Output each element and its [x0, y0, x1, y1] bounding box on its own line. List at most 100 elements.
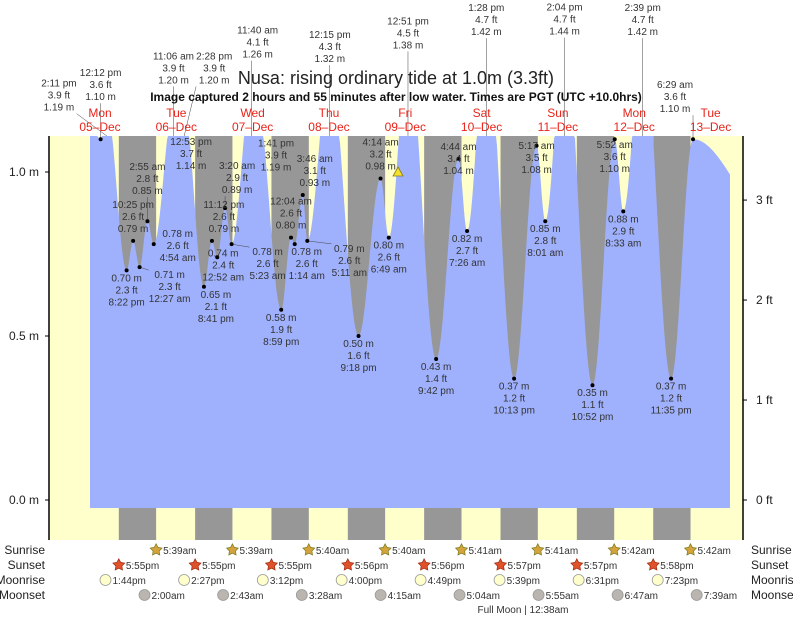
tide-point [229, 242, 234, 247]
tide-m: 1.38 m [393, 40, 424, 51]
chart-title: Nusa: rising ordinary tide at 1.0m (3.3f… [238, 68, 554, 88]
moonset-moon-icon [295, 589, 308, 601]
tide-point [612, 137, 617, 142]
tide-point [289, 235, 294, 240]
tide-ft: 3.2 ft [369, 150, 391, 161]
tide-ft: 4.5 ft [397, 28, 419, 39]
tide-ft: 2.3 ft [115, 285, 137, 296]
tide-time: 3:20 am [219, 161, 255, 172]
tide-time: 2:11 pm [41, 79, 76, 90]
moonrise-time: 4:49pm [428, 576, 461, 587]
tide-ft: 3.9 ft [203, 63, 225, 74]
tide-point [590, 383, 595, 388]
tide-time: 11:06 am [153, 51, 194, 62]
tide-ft: 4.3 ft [319, 42, 341, 53]
tide-ft: 3.6 ft [604, 152, 626, 163]
moonset-moon-icon [217, 589, 230, 601]
tide-event-label: 0.78 m2.6 ft1:14 am [289, 247, 325, 282]
tide-ft: 2.6 ft [256, 259, 278, 270]
tide-ft: 2.4 ft [212, 260, 234, 271]
tide-m: 0.43 m [421, 362, 452, 373]
tide-event-label: 0.43 m1.4 ft9:42 pm [418, 362, 454, 397]
tide-water-area [90, 136, 730, 508]
tide-m: 0.74 m [208, 248, 239, 259]
tide-ft: 1.4 ft [425, 374, 447, 385]
right-tick-label: 0 ft [756, 493, 773, 507]
tide-m: 0.80 m [276, 221, 307, 232]
sunrise-sun-icon [302, 543, 316, 556]
moonrise-row-label-right: Moonrise [751, 573, 793, 587]
tide-event-label: 3:46 am3.1 ft0.93 m [297, 154, 333, 189]
day-date: 05–Dec [79, 120, 120, 134]
tide-time: 4:54 am [160, 253, 196, 264]
tide-event-label: 0.58 m1.9 ft8:59 pm [263, 313, 299, 348]
tide-time: 12:27 am [149, 294, 191, 305]
tide-time: 12:51 pm [387, 16, 429, 27]
tide-ft: 3.9 ft [48, 91, 70, 102]
sunrise-time: 5:39am [239, 546, 272, 557]
tide-point [223, 206, 228, 211]
tide-event-label: 0.88 m2.9 ft8:33 am [605, 214, 641, 249]
tide-m: 1.10 m [599, 164, 630, 175]
tide-ft: 2.6 ft [378, 253, 400, 264]
sunrise-time: 5:41am [545, 546, 578, 557]
sunrise-sun-icon [378, 543, 392, 556]
tide-point [137, 265, 142, 270]
sunrise-sun-icon [607, 543, 621, 556]
tide-m: 1.19 m [44, 103, 75, 114]
tide-event-label: 4:44 am3.4 ft1.04 m [440, 142, 476, 177]
tide-event-label: 2:39 pm4.7 ft1.42 m [625, 3, 661, 38]
tide-m: 1.10 m [660, 104, 691, 115]
tide-event-label: 0.80 m2.6 ft6:49 am [371, 241, 407, 276]
tide-ft: 3.4 ft [447, 154, 469, 165]
moonset-moon-icon [453, 589, 466, 601]
tide-point [691, 137, 696, 142]
tide-point [279, 307, 284, 312]
tide-point [145, 219, 150, 224]
sunset-sun-icon [570, 558, 584, 571]
tide-point [456, 156, 461, 161]
tide-time: 9:42 pm [418, 386, 454, 397]
tide-event-label: 0.78 m2.6 ft4:54 am [160, 229, 196, 264]
sunset-time: 5:57pm [584, 561, 617, 572]
moonset-row-label-right: Moonset [751, 588, 793, 602]
chart-subtitle: Image captured 2 hours and 55 minutes af… [150, 90, 642, 104]
tide-m: 0.89 m [222, 185, 253, 196]
tide-event-label: 10:25 pm2.6 ft0.79 m [112, 200, 154, 235]
tide-m: 1.42 m [627, 27, 658, 38]
tide-ft: 3.9 ft [265, 151, 287, 162]
moon-phase: Full Moon | 12:38am [478, 605, 569, 616]
tide-event-label: 0.70 m2.3 ft8:22 pm [109, 273, 145, 308]
moonrise-time: 6:31pm [586, 576, 619, 587]
moonrise-moon-icon [335, 574, 348, 586]
tide-time: 4:14 am [363, 138, 399, 149]
day-labels: Mon05–DecTue06–DecWed07–DecThu08–DecFri0… [79, 106, 731, 134]
tide-m: 1.04 m [443, 166, 474, 177]
tide-m: 0.58 m [266, 313, 297, 324]
sunrise-sun-icon [149, 543, 163, 556]
current-tide-marker [392, 166, 404, 177]
moonrise-moon-icon [256, 574, 269, 586]
tide-event-label: 12:15 pm4.3 ft1.32 m [309, 30, 351, 65]
tide-point [378, 176, 383, 181]
sunrise-time: 5:39am [163, 546, 196, 557]
tide-event-label: 5:52 am3.6 ft1.10 m [597, 140, 633, 175]
tide-point [124, 268, 129, 273]
tide-point [543, 219, 548, 224]
tide-time: 5:17 am [519, 141, 555, 152]
tide-m: 0.65 m [201, 290, 232, 301]
tide-ft: 2.7 ft [456, 246, 478, 257]
tide-point [669, 376, 674, 381]
moonset-moon-icon [138, 589, 151, 601]
sunrise-row-label: Sunrise [4, 543, 45, 557]
tide-event-label: 1:41 pm3.9 ft1.19 m [258, 139, 294, 174]
tide-event-label: 0.85 m2.8 ft8:01 am [527, 224, 563, 259]
tide-m: 0.50 m [343, 339, 374, 350]
tide-event-label: 2:28 pm3.9 ft1.20 m [196, 51, 232, 86]
sunrise-time: 5:42am [621, 546, 654, 557]
moonset-row-label: Moonset [0, 588, 46, 602]
moonset-time: 5:55am [546, 591, 579, 602]
day-date: 10–Dec [461, 120, 502, 134]
